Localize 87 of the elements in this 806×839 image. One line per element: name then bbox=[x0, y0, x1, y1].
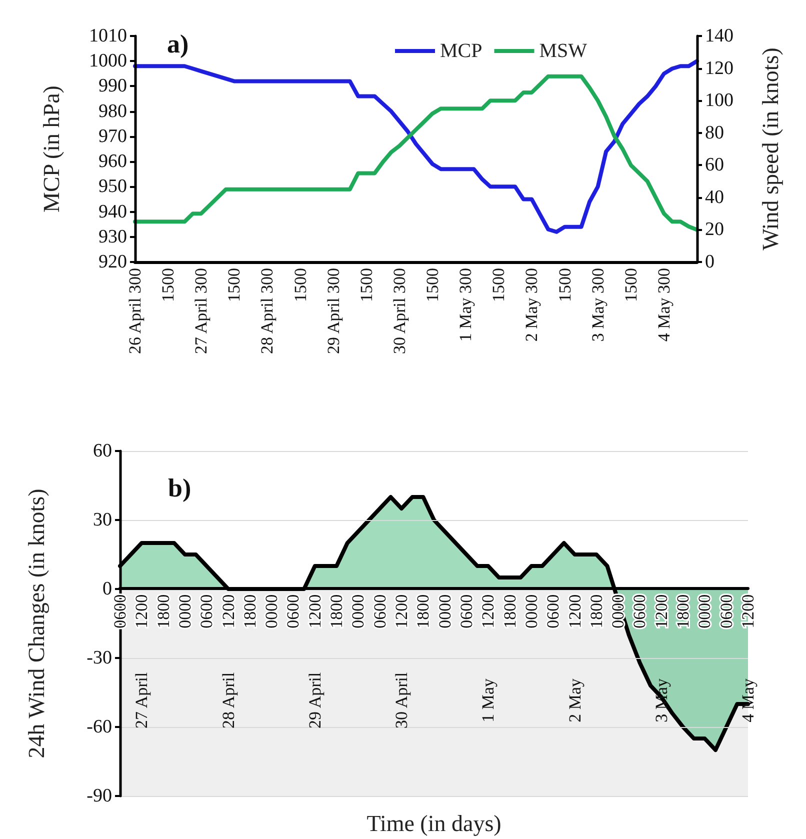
annotation: 3 May bbox=[652, 678, 671, 722]
x-tick-label: 27 April 300 bbox=[192, 268, 211, 354]
x-tick-label: 3 May 300 bbox=[588, 268, 608, 342]
y-tick-label: 0 bbox=[102, 578, 112, 600]
y2-tick-label: 40 bbox=[705, 186, 724, 208]
y2-tick-label: 120 bbox=[705, 58, 734, 79]
x-tick-label: 1800 bbox=[240, 594, 260, 628]
x-tick-label: 28 April 300 bbox=[258, 268, 277, 354]
x-tick-label: 1 May 300 bbox=[456, 268, 476, 342]
x-tick-label: 0000 bbox=[522, 594, 541, 628]
annotation: 1 May bbox=[478, 678, 498, 722]
y-tick-label: 950 bbox=[98, 176, 127, 198]
x-tick-label: 1800 bbox=[154, 594, 173, 628]
annotation: 29 April bbox=[305, 672, 324, 728]
x-tick-label: 0000 bbox=[175, 594, 194, 628]
annotation: 27 April bbox=[132, 672, 152, 728]
x-tick-label: 0600 bbox=[370, 594, 390, 628]
y-tick-label: 60 bbox=[93, 440, 112, 462]
x-tick-label: 1500 bbox=[489, 268, 508, 302]
x-axis-title: Time (in days) bbox=[366, 811, 502, 836]
annotation: 2 May bbox=[565, 678, 584, 722]
y-tick-label: 930 bbox=[98, 226, 127, 248]
y-tick-label: -30 bbox=[86, 648, 112, 668]
x-tick-label: 0000 bbox=[348, 594, 368, 628]
x-tick-label: 1200 bbox=[652, 594, 671, 628]
y2-tick-label: 80 bbox=[705, 122, 724, 144]
x-tick-label: 1500 bbox=[158, 268, 178, 302]
y-tick-label: 960 bbox=[98, 151, 127, 172]
x-tick-label: 0600 bbox=[716, 594, 736, 628]
y-axis-title: 24h Wind Changes (in knots) bbox=[24, 488, 49, 758]
y2-tick-label: 100 bbox=[705, 90, 734, 112]
x-tick-label: 0000 bbox=[608, 594, 628, 628]
x-tick-label: 0000 bbox=[435, 594, 454, 628]
y-tick-label: 940 bbox=[98, 201, 127, 222]
x-tick-label: 2 May 300 bbox=[522, 268, 542, 342]
chart-title: a) bbox=[167, 30, 189, 58]
x-tick-label: 1500 bbox=[555, 268, 574, 302]
y2-tick-label: 140 bbox=[705, 26, 734, 46]
x-tick-label: 1200 bbox=[218, 594, 238, 628]
x-tick-label: 1500 bbox=[290, 268, 310, 302]
x-tick-label: 1200 bbox=[478, 594, 498, 628]
y-tick-label: -60 bbox=[86, 716, 112, 738]
x-tick-label: 0600 bbox=[456, 594, 476, 628]
y-tick-label: 990 bbox=[98, 76, 127, 97]
legend-label: MCP bbox=[440, 40, 482, 62]
y-tick-label: 1000 bbox=[89, 50, 127, 72]
x-tick-label: 1800 bbox=[586, 594, 606, 628]
y-tick-label: 1010 bbox=[89, 26, 127, 46]
x-tick-label: 0600 bbox=[110, 594, 130, 628]
x-tick-label: 1500 bbox=[224, 268, 244, 302]
y-tick-label: 30 bbox=[93, 510, 112, 530]
x-tick-label: 1200 bbox=[132, 594, 152, 628]
text: b) bbox=[168, 474, 192, 502]
x-tick-label: 0600 bbox=[284, 594, 303, 628]
legend-label: MSW bbox=[539, 40, 588, 62]
x-tick-label: 0000 bbox=[262, 594, 282, 628]
x-tick-label: 26 April 300 bbox=[126, 268, 144, 354]
y2-tick-label: 0 bbox=[705, 252, 714, 272]
x-tick-label: 1500 bbox=[621, 268, 640, 302]
x-tick-label: 0000 bbox=[695, 594, 714, 628]
x-tick-label: 1200 bbox=[565, 594, 584, 628]
x-tick-label: 1800 bbox=[674, 594, 693, 628]
x-tick-label: 1500 bbox=[356, 268, 376, 302]
annotation: 30 April bbox=[392, 672, 412, 728]
x-tick-label: 1500 bbox=[423, 268, 442, 302]
x-tick-label: 1200 bbox=[738, 594, 758, 628]
x-tick-label: 1800 bbox=[414, 594, 433, 628]
y-axis-title: MCP (in hPa) bbox=[39, 86, 64, 212]
y-tick-label: 980 bbox=[98, 100, 127, 122]
y-tick-label: 920 bbox=[98, 252, 127, 272]
x-tick-label: 30 April 300 bbox=[390, 268, 409, 354]
x-tick-label: 0600 bbox=[630, 594, 650, 628]
x-tick-label: 1800 bbox=[500, 594, 520, 628]
y-tick-label: 970 bbox=[98, 126, 127, 147]
x-tick-label: 1200 bbox=[305, 594, 324, 628]
annotation: 4 May bbox=[738, 678, 758, 722]
x-tick-label: 29 April 300 bbox=[324, 268, 343, 354]
y-tick-label: -90 bbox=[86, 786, 112, 806]
y2-tick-label: 20 bbox=[705, 219, 724, 240]
x-tick-label: 0600 bbox=[197, 594, 216, 628]
x-tick-label: 0600 bbox=[544, 594, 563, 628]
y2-tick-label: 60 bbox=[705, 154, 724, 176]
x-tick-label: 1200 bbox=[392, 594, 412, 628]
x-tick-label: 4 May 300 bbox=[654, 268, 674, 342]
x-tick-label: 1800 bbox=[327, 594, 346, 628]
y2-axis-title: Wind speed (in knots) bbox=[758, 48, 783, 250]
annotation: 28 April bbox=[218, 672, 238, 728]
